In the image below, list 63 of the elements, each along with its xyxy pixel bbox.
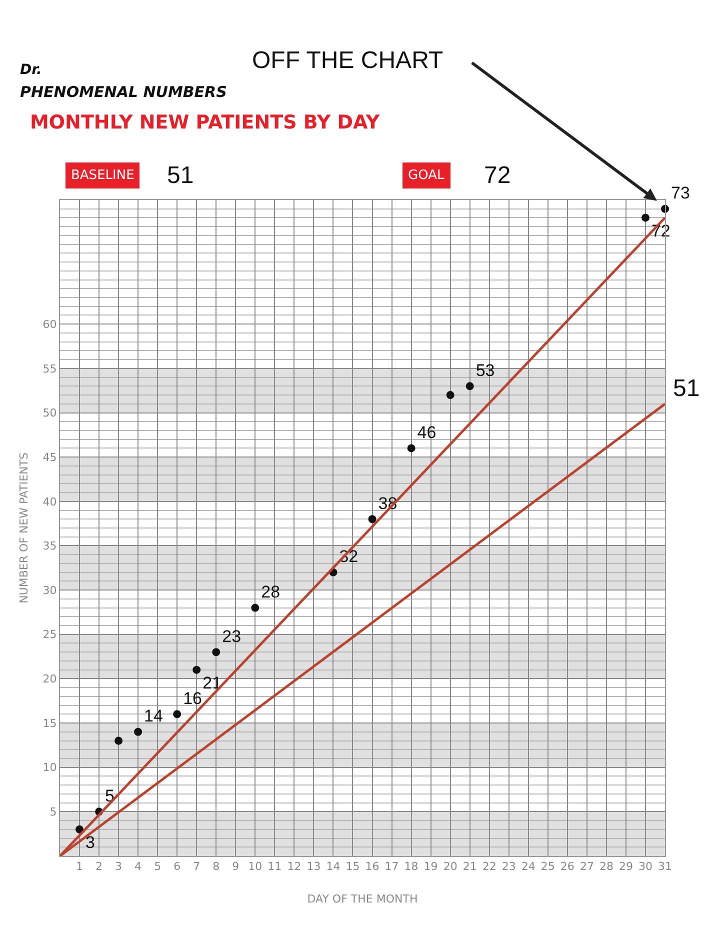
x-tick-label: 4 <box>134 860 142 874</box>
y-tick-label: 35 <box>42 540 57 553</box>
text: 51 <box>167 162 194 189</box>
data-label: 16 <box>183 688 202 708</box>
x-tick-label: 7 <box>193 860 200 874</box>
y-tick-label: 15 <box>42 716 57 730</box>
x-tick-label: 17 <box>384 860 399 874</box>
y-tick-label: 50 <box>42 406 57 420</box>
x-tick-label: 19 <box>424 860 438 874</box>
x-tick-label: 23 <box>502 860 516 874</box>
x-tick-label: 27 <box>580 860 594 874</box>
y-tick-label: 55 <box>42 362 57 376</box>
y-tick-label: 25 <box>42 628 57 642</box>
y-tick-label: 40 <box>42 495 57 508</box>
data-label: 3 <box>86 833 95 852</box>
x-tick-label: 5 <box>154 860 162 874</box>
x-tick-label: 20 <box>443 860 458 874</box>
text: GOAL <box>408 168 445 183</box>
y-tick-label: 5 <box>50 806 57 819</box>
y-tick-label: 30 <box>42 584 57 597</box>
y-tick-label: 45 <box>42 450 57 464</box>
x-tick-label: 22 <box>482 860 496 874</box>
x-tick-label: 14 <box>326 860 340 874</box>
text: 72 <box>484 162 511 189</box>
y-tick-label: 10 <box>42 761 57 774</box>
x-tick-label: 30 <box>638 860 652 874</box>
text: Dr. <box>20 62 42 78</box>
x-tick-label: 26 <box>560 860 574 874</box>
data-label: 14 <box>144 706 163 726</box>
data-label: 53 <box>476 360 495 380</box>
x-tick-label: 3 <box>115 860 122 874</box>
chart-title: MONTHLY NEW PATIENTS BY DAY <box>30 112 380 134</box>
y-tick-label: 60 <box>42 318 57 331</box>
x-tick-label: 31 <box>658 860 672 874</box>
x-tick-label: 12 <box>287 860 302 874</box>
data-label: 23 <box>222 626 242 646</box>
x-tick-label: 1 <box>76 860 84 874</box>
x-tick-label: 9 <box>232 860 240 874</box>
chart-subtitle: PHENOMENAL NUMBERS <box>20 83 227 101</box>
x-tick-label: 16 <box>365 860 380 874</box>
x-tick-label: 25 <box>540 860 555 874</box>
x-tick-label: 18 <box>404 860 418 874</box>
x-axis-title: DAY OF THE MONTH <box>307 892 418 906</box>
data-label: 28 <box>261 582 280 602</box>
x-tick-label: 10 <box>248 860 262 874</box>
text: OFF THE CHART <box>252 47 444 74</box>
x-tick-label: 6 <box>174 860 181 874</box>
x-tick-label: 8 <box>212 860 220 874</box>
x-tick-label: 13 <box>306 860 321 874</box>
y-tick-label: 20 <box>42 672 57 686</box>
x-tick-label: 2 <box>96 860 103 874</box>
x-tick-label: 29 <box>618 860 633 874</box>
annotation: 51 <box>673 375 700 402</box>
text: BASELINE <box>71 168 134 183</box>
x-tick-label: 15 <box>346 860 360 874</box>
y-axis-title: NUMBER OF NEW PATIENTS <box>17 452 30 604</box>
x-tick-label: 11 <box>268 860 282 874</box>
data-label: 21 <box>202 674 222 693</box>
x-tick-label: 21 <box>462 860 477 874</box>
x-tick-label: 24 <box>521 860 536 874</box>
x-tick-label: 28 <box>599 860 614 874</box>
data-label: 73 <box>671 184 690 203</box>
data-label: 46 <box>417 422 436 442</box>
